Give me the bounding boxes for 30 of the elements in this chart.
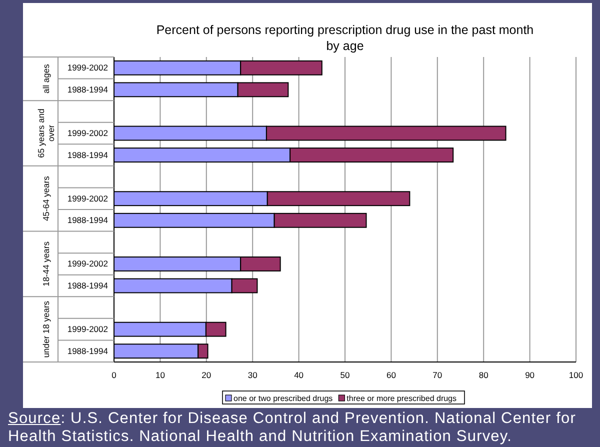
- y-tick-label: 1988-1994: [67, 280, 108, 290]
- y-tick-label: 1988-1994: [67, 346, 108, 356]
- x-tick-label: 10: [155, 370, 166, 380]
- text: under 18 years: [41, 300, 51, 358]
- x-tick-label: 40: [294, 370, 304, 380]
- x-tick-label: 50: [340, 370, 350, 380]
- legend-label: one or two prescribed drugs: [234, 394, 333, 403]
- text: 45-64 years: [41, 176, 51, 222]
- x-tick-label: 20: [202, 370, 212, 380]
- x-tick-label: 100: [568, 370, 584, 380]
- y-tick-label: 1988-1994: [67, 84, 108, 94]
- y-tick-label: 1999-2002: [67, 324, 108, 334]
- legend-label: three or more prescribed drugs: [346, 394, 456, 403]
- y-tick-label: 1988-1994: [67, 150, 108, 160]
- x-tick-label: 80: [478, 370, 489, 380]
- y-tick-label: 1999-2002: [67, 62, 108, 73]
- chart-title: Percent of persons reporting prescription drug use in the past month by age: [156, 23, 534, 53]
- y-tick-label: 1999-2002: [67, 128, 108, 138]
- x-tick-label: 60: [386, 370, 396, 380]
- x-tick-label: 70: [432, 370, 442, 380]
- text: all ages: [41, 64, 51, 94]
- y-tick-label: 1999-2002: [67, 193, 108, 204]
- y-tick-label: 1999-2002: [67, 258, 108, 269]
- text: 65 years and over: [36, 108, 56, 158]
- y-tick-label: 1988-1994: [67, 215, 108, 226]
- x-tick-label: 30: [248, 370, 258, 380]
- source-note: Source: U.S. Center for Disease Control and Prevention. National Center for Health Statistics. National Health and Nutrition Examination Survey.: [8, 410, 576, 445]
- text: 18-44 years: [41, 242, 51, 286]
- x-tick-label: 90: [525, 370, 535, 380]
- x-tick-label: 0: [112, 370, 117, 380]
